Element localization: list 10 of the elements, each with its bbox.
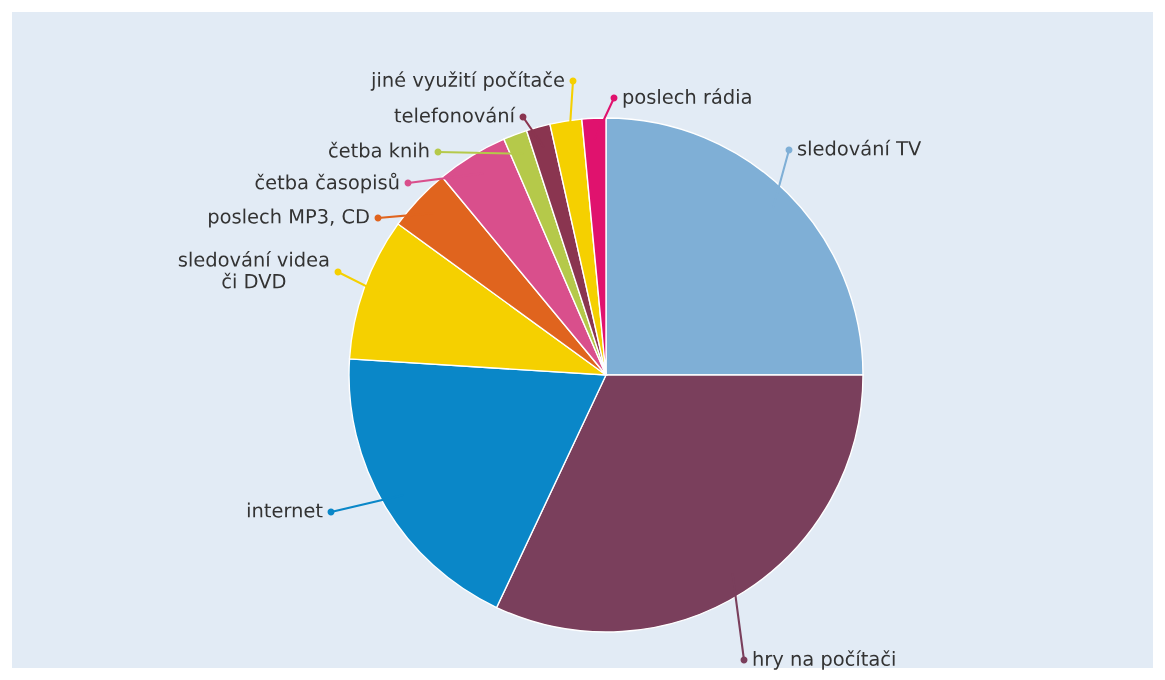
slice-label: sledování TV bbox=[798, 139, 922, 156]
slice-label: hry na počítači bbox=[753, 650, 895, 670]
legend-label: četba časopisů bbox=[255, 172, 399, 194]
legend-label: četba knih bbox=[329, 141, 429, 158]
legend-label: jiné využití počítače bbox=[370, 71, 564, 91]
legend-label: poslech MP3, CD bbox=[209, 208, 369, 228]
slice-label: poslech rádia bbox=[623, 88, 751, 108]
legend-label: telefonování bbox=[394, 106, 516, 123]
legend-label: sledování videa či DVD bbox=[178, 250, 329, 289]
legend-label: internet bbox=[247, 502, 323, 518]
